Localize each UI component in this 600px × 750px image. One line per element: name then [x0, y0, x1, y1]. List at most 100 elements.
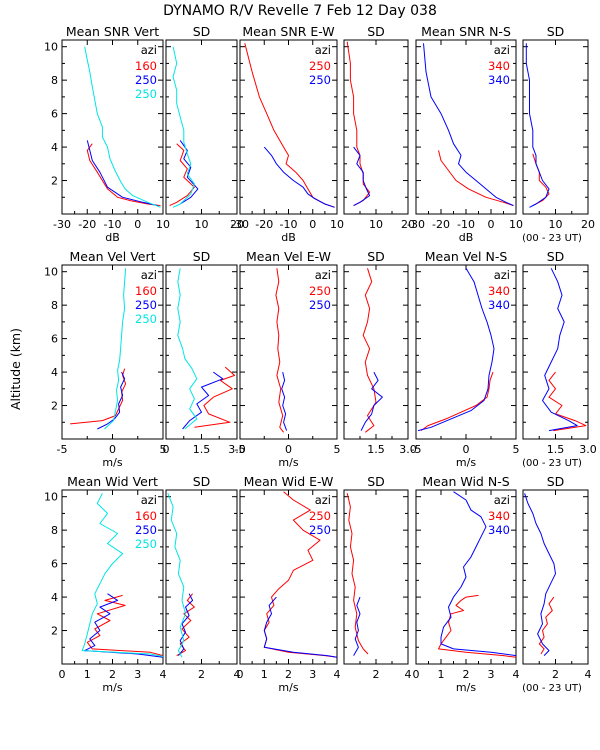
x-tick-label: 0 [134, 218, 141, 231]
series-line-340-1 [542, 268, 578, 432]
x-tick-label: 3 [488, 668, 495, 681]
x-axis-unit: m/s [456, 681, 476, 694]
x-tick-label: -10 [104, 218, 122, 231]
x-tick-label: 4 [405, 668, 412, 681]
legend-entry: 250 [135, 312, 157, 326]
altitude-axis-label: Altitude (km) [8, 328, 23, 410]
x-tick-label: 3.0 [228, 443, 246, 456]
y-tick-label: 4 [51, 366, 58, 379]
x-tick-label: 4 [334, 668, 341, 681]
series-line-250-1 [263, 146, 335, 208]
x-tick-label: 2 [109, 668, 116, 681]
x-tick-label: 3 [309, 668, 316, 681]
legend-title: azi [494, 43, 510, 57]
x-tick-label: 2 [552, 668, 559, 681]
series-line-340-0 [420, 371, 494, 432]
legend-entry: 250 [135, 73, 157, 87]
series-line-160-0 [86, 143, 161, 207]
series-line-340-0 [438, 594, 517, 658]
x-axis-unit: dB [459, 231, 474, 244]
y-tick-label: 2 [51, 400, 58, 413]
y-tick-label: 10 [44, 491, 58, 504]
panel-title: SD [547, 474, 565, 489]
panel-title: Mean Wid N-S [422, 474, 509, 489]
series-line-160-0 [169, 143, 195, 207]
x-tick-label: 2 [463, 668, 470, 681]
panel-title: Mean SNR N-S [421, 24, 511, 39]
x-tick-label: 10 [549, 218, 563, 231]
x-axis-unit: m/s [278, 456, 298, 469]
ut-note-row1: (00 - 23 UT) [522, 233, 582, 244]
x-tick-label: -20 [255, 218, 273, 231]
panel-title: SD [193, 24, 211, 39]
series-line-250-2 [177, 268, 198, 430]
x-tick-label: 3 [134, 668, 141, 681]
y-tick-label: 8 [51, 299, 58, 312]
panel-frame [343, 264, 409, 440]
series-line-250-1 [281, 371, 288, 431]
legend-entry: 340 [488, 284, 510, 298]
legend-title: azi [315, 43, 331, 57]
x-tick-label: 4 [513, 668, 520, 681]
x-tick-label: 3.0 [399, 443, 417, 456]
series-line-250-0 [275, 268, 284, 433]
panel-snr-vert: Mean SNR Vert-30 -20 -10 0 10246810dBazi1602… [44, 24, 170, 244]
panel-title: Mean Wid E-W [244, 474, 334, 489]
legend-entry: 340 [488, 298, 510, 312]
panel-title: SD [367, 24, 385, 39]
panel-frame [165, 264, 238, 440]
x-tick-label: 0 [109, 443, 116, 456]
series-line-250-2 [172, 46, 195, 208]
series-line-250-1 [353, 596, 361, 656]
series-line-250-0 [362, 268, 377, 433]
x-tick-label: -5 [411, 443, 422, 456]
panel-wid-vert-sd: SD 2 4 [165, 474, 241, 681]
y-tick-label: 10 [44, 266, 58, 279]
figure-title: DYNAMO R/V Revelle 7 Feb 12 Day 038 [163, 3, 437, 19]
panel-frame [165, 39, 238, 215]
series-line-250-0 [346, 41, 371, 207]
x-tick-label: 2 [285, 668, 292, 681]
x-tick-label: 4 [234, 668, 241, 681]
x-tick-label: 0 [309, 218, 316, 231]
x-tick-label: 0 [59, 668, 66, 681]
legend-entry: 250 [135, 523, 157, 537]
series-line-250-0 [244, 43, 335, 208]
panel-title: SD [547, 24, 565, 39]
x-tick-label: -30 [53, 218, 71, 231]
x-tick-label: 1 [84, 668, 91, 681]
series-line-250-1 [182, 371, 224, 430]
x-tick-label: 20 [401, 218, 415, 231]
panel-wid-ns-sd: SD 2 4 [522, 474, 592, 681]
series-line-250-2 [167, 493, 186, 658]
legend-entry: 340 [488, 59, 510, 73]
x-tick-label: 1 [261, 668, 268, 681]
x-tick-label: 0 [488, 218, 495, 231]
y-tick-label: 10 [44, 41, 58, 54]
x-tick-label: -20 [78, 218, 96, 231]
legend-entry: 340 [488, 523, 510, 537]
legend-title: azi [315, 493, 331, 507]
panel-title: Mean SNR E-W [242, 24, 334, 39]
panel-frame [522, 39, 589, 215]
legend-entry: 160 [135, 59, 157, 73]
panel-wid-ew-sd: SD 2 4 [343, 474, 412, 681]
x-tick-label: 10 [509, 218, 523, 231]
legend-title: azi [494, 268, 510, 282]
y-tick-label: 4 [51, 591, 58, 604]
series-line-160-0 [70, 368, 127, 425]
y-tick-label: 8 [51, 74, 58, 87]
y-tick-label: 8 [51, 524, 58, 537]
x-tick-label: 4 [160, 668, 167, 681]
panel-frame [522, 264, 589, 440]
x-axis-unit: m/s [102, 456, 122, 469]
panel-frame [343, 489, 409, 665]
panel-title: SD [193, 249, 211, 264]
panel-snr-ew-sd: SD 10 20 [343, 24, 415, 231]
series-line-160-0 [176, 593, 195, 657]
x-axis-unit: dB [105, 231, 120, 244]
x-tick-label: 5 [513, 443, 520, 456]
